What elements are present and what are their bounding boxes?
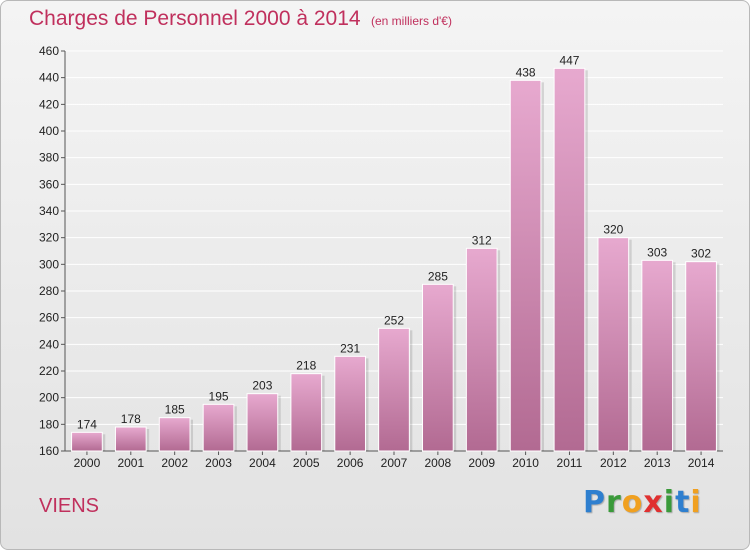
proxiti-logo: Proxiti: [583, 485, 702, 520]
x-tick-label: 2011: [557, 456, 583, 470]
logo-letter: t: [675, 485, 691, 520]
bar-2007: [378, 327, 410, 452]
bar-2010: [509, 79, 542, 452]
bar-2004: [246, 393, 279, 452]
bar-2006: [334, 355, 366, 452]
bar-2011: [553, 67, 586, 452]
y-tick-label: 340: [39, 204, 59, 218]
x-tick-label: 2012: [600, 456, 627, 470]
bar-2013: [641, 259, 674, 452]
y-tick-label: 380: [39, 151, 59, 165]
x-tick-label: 2008: [425, 456, 452, 470]
x-tick-label: 2006: [337, 456, 364, 470]
y-tick-label: 200: [39, 391, 59, 405]
bar-2014: [685, 261, 717, 452]
y-tick-label: 460: [39, 44, 59, 58]
bar-2008: [422, 283, 454, 452]
x-tick-label: 2003: [205, 456, 232, 470]
data-label-2013: 303: [647, 245, 667, 259]
bar-2012: [597, 237, 630, 452]
axes: 160 180 200 220 240 260 280 300 320 340 360 380 400 4…: [39, 44, 723, 470]
y-tick-label: 220: [39, 364, 59, 378]
bars: [71, 67, 720, 452]
x-tick-label: 2000: [74, 456, 101, 470]
y-tick-label: 160: [39, 444, 59, 458]
data-label-2011: 447: [559, 53, 579, 67]
x-tick-label: 2007: [381, 456, 408, 470]
data-label-2014: 302: [691, 247, 711, 261]
bar-2005: [290, 373, 323, 452]
logo-letter: i: [663, 485, 676, 520]
chart-title: Charges de Personnel 2000 à 2014: [29, 7, 361, 30]
logo-letter: P: [583, 485, 606, 520]
x-tick-label: 2010: [512, 456, 539, 470]
logo-letter: i: [690, 485, 702, 520]
data-label-2005: 218: [296, 359, 316, 373]
bar-2009: [465, 247, 498, 452]
y-tick-label: 400: [39, 124, 59, 138]
data-label-2004: 203: [252, 379, 272, 393]
data-label-2002: 185: [165, 403, 185, 417]
chart-subtitle: (en milliers d'€): [371, 14, 452, 28]
x-tick-label: 2005: [293, 456, 320, 470]
data-label-2010: 438: [516, 65, 536, 79]
data-label-2009: 312: [472, 233, 492, 247]
data-labels: 174 178 185 195 203 218 231 252 285 312 438 447 320 3…: [77, 53, 711, 431]
y-tick-label: 180: [39, 417, 59, 431]
bar-2001: [114, 426, 147, 452]
y-tick-label: 440: [39, 71, 59, 85]
x-tick-label: 2013: [644, 456, 671, 470]
y-tick-label: 420: [39, 97, 59, 111]
y-tick-label: 360: [39, 177, 59, 191]
y-tick-label: 240: [39, 337, 59, 351]
data-label-2012: 320: [603, 223, 623, 237]
logo-letter: o: [621, 485, 644, 520]
bar-2003: [202, 403, 235, 452]
data-label-2003: 195: [209, 389, 229, 403]
data-label-2006: 231: [340, 341, 360, 355]
logo-letter: r: [606, 485, 622, 520]
y-tick-label: 320: [39, 231, 59, 245]
commune-name: VIENS: [39, 495, 100, 517]
data-label-2007: 252: [384, 313, 404, 327]
y-tick-label: 280: [39, 284, 59, 298]
x-tick-label: 2004: [249, 456, 276, 470]
x-tick-label: 2009: [468, 456, 495, 470]
y-tick-label: 300: [39, 257, 59, 271]
logo-letter: x: [643, 485, 664, 520]
x-tick-label: 2002: [161, 456, 188, 470]
data-label-2008: 285: [428, 269, 448, 283]
data-label-2001: 178: [121, 412, 141, 426]
data-label-2000: 174: [77, 417, 97, 431]
bar-2002: [158, 417, 191, 452]
x-tick-label: 2001: [117, 456, 144, 470]
bar-2000: [71, 431, 103, 452]
x-tick-label: 2014: [688, 456, 715, 470]
y-tick-label: 260: [39, 311, 59, 325]
